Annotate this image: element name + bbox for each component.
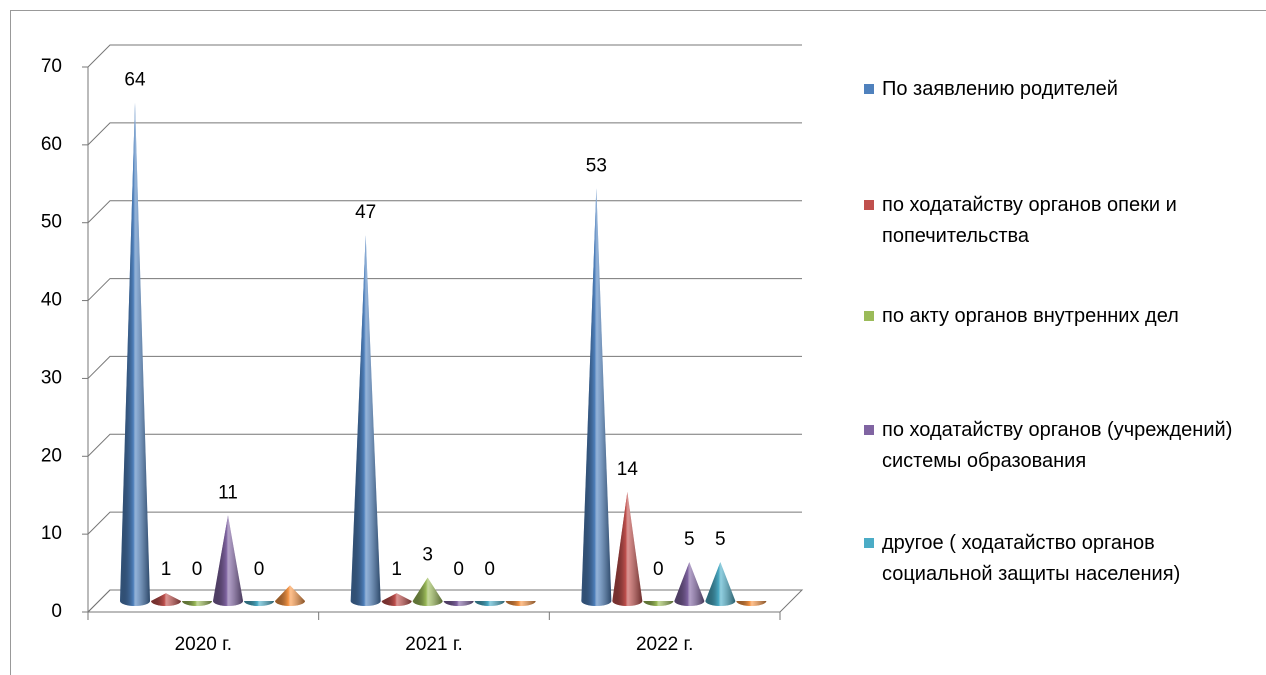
x-tick-label: 2022 г. xyxy=(636,634,693,655)
cone xyxy=(120,102,150,606)
cone xyxy=(474,601,505,606)
y-tick-label: 0 xyxy=(51,601,62,622)
grid-line xyxy=(87,278,802,301)
cone xyxy=(381,593,412,606)
cone xyxy=(443,601,474,606)
legend-label: по ходатайству органов (учреждений) сист… xyxy=(882,419,1233,472)
cone xyxy=(505,601,536,606)
legend-marker xyxy=(864,84,874,94)
grid-line xyxy=(87,122,802,146)
y-tick-label: 50 xyxy=(41,212,62,233)
data-label: 64 xyxy=(124,70,146,91)
data-label: 11 xyxy=(218,482,238,503)
data-label: 53 xyxy=(586,155,607,176)
x-tick-label: 2021 г. xyxy=(405,634,462,655)
y-tick-label: 70 xyxy=(41,56,62,77)
y-tick-label: 60 xyxy=(41,134,62,155)
data-label: 5 xyxy=(684,529,695,550)
data-label: 1 xyxy=(161,559,172,580)
cone xyxy=(275,585,305,606)
legend-label: по ходатайству органов опеки и попечител… xyxy=(882,194,1177,247)
cone xyxy=(182,601,212,606)
y-tick-label: 20 xyxy=(41,445,62,466)
grid-line xyxy=(87,511,802,535)
cone xyxy=(244,601,274,606)
data-label: 14 xyxy=(617,459,639,480)
grid-line xyxy=(87,200,802,224)
data-label: 0 xyxy=(453,559,464,580)
legend-marker xyxy=(864,425,874,435)
grid-line xyxy=(87,433,802,457)
x-tick-label: 2020 г. xyxy=(175,634,232,655)
cone xyxy=(674,562,705,606)
grid-line xyxy=(87,44,802,68)
data-label: 0 xyxy=(254,559,265,580)
grid-line xyxy=(87,589,802,613)
grid-line xyxy=(87,355,802,379)
legend-marker xyxy=(864,538,874,548)
data-label: 5 xyxy=(715,529,726,550)
cone xyxy=(612,492,643,606)
cone xyxy=(705,562,736,606)
legend-label: По заявлению родителей xyxy=(882,78,1118,100)
data-label: 1 xyxy=(391,559,402,580)
cone xyxy=(643,601,674,606)
cone xyxy=(412,577,443,606)
y-tick-label: 40 xyxy=(41,290,62,311)
legend-marker xyxy=(864,200,874,210)
data-label: 47 xyxy=(355,202,376,223)
cone xyxy=(151,593,181,606)
chart-frame xyxy=(10,10,1266,675)
data-label: 0 xyxy=(653,559,664,580)
legend-label: по акту органов внутренних дел xyxy=(882,305,1179,327)
cone xyxy=(350,235,381,607)
legend-marker xyxy=(864,311,874,321)
data-label: 3 xyxy=(422,545,433,566)
y-tick-label: 10 xyxy=(41,523,62,544)
cone xyxy=(581,188,612,606)
data-label: 0 xyxy=(192,559,203,580)
cone xyxy=(736,601,767,606)
data-label: 0 xyxy=(484,559,495,580)
y-tick-label: 30 xyxy=(41,367,62,388)
legend-label: другое ( ходатайство органов социальной … xyxy=(882,532,1181,585)
cone xyxy=(213,515,243,606)
